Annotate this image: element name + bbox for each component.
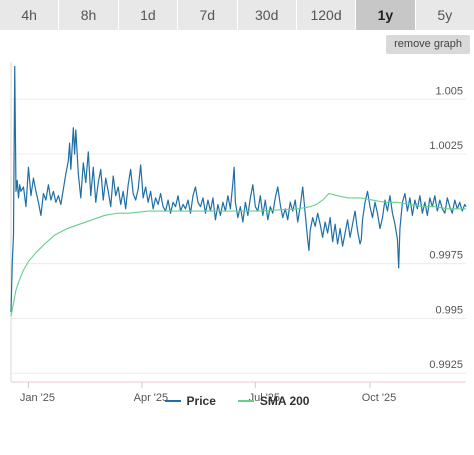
x-tick-label: Apr '25 [134, 392, 169, 404]
tab-5y[interactable]: 5y [415, 0, 474, 30]
tick-labels: 1.005 1.0025 0.9975 0.995 0.9925 Jan '25 Apr '… [20, 85, 463, 404]
axes [10, 62, 466, 388]
tab-1d[interactable]: 1d [118, 0, 179, 30]
remove-graph-button[interactable]: remove graph [386, 35, 470, 54]
tab-4h[interactable]: 4h [0, 0, 60, 30]
tab-1y[interactable]: 1y [356, 0, 416, 30]
tab-120d[interactable]: 120d [296, 0, 357, 30]
y-tick-label: 0.9975 [429, 250, 463, 262]
legend-label-sma: SMA 200 [259, 394, 310, 408]
legend-label-price: Price [186, 394, 216, 408]
series-lines [10, 65, 467, 317]
y-tick-label: 0.995 [435, 304, 463, 316]
timeframe-tabs: 4h 8h 1d 7d 30d 120d 1y 5y [0, 0, 474, 30]
y-tick-label: 1.0025 [429, 140, 463, 152]
legend-item-price[interactable]: Price [164, 394, 216, 408]
x-tick-label: Oct '25 [362, 392, 397, 404]
y-tick-label: 0.9925 [429, 359, 463, 371]
grid-lines [11, 98, 466, 374]
legend: Price SMA 200 [0, 392, 474, 410]
legend-line-price [164, 400, 181, 402]
legend-item-sma[interactable]: SMA 200 [237, 394, 310, 408]
x-tick-label: Jul '25 [249, 392, 280, 404]
price-line [10, 65, 467, 312]
tab-8h[interactable]: 8h [59, 0, 119, 30]
tab-30d[interactable]: 30d [237, 0, 297, 30]
sma-200-line [10, 192, 466, 317]
x-tick-label: Jan '25 [20, 392, 55, 404]
legend-line-sma [237, 400, 254, 402]
tab-7d[interactable]: 7d [178, 0, 238, 30]
y-tick-label: 1.005 [435, 85, 463, 97]
